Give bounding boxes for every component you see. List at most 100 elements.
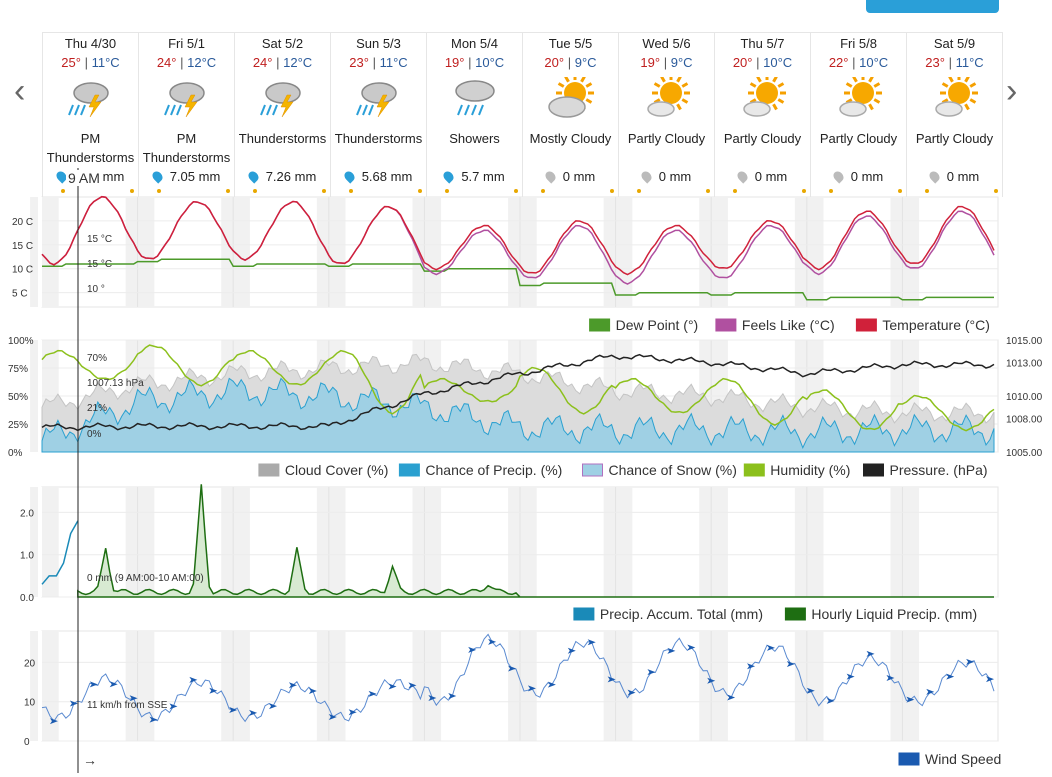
sun-markers bbox=[331, 189, 426, 193]
night-band bbox=[125, 197, 155, 307]
night-band bbox=[794, 487, 824, 597]
thunderstorm-rain-icon bbox=[61, 77, 121, 121]
legend-label: Precip. Accum. Total (mm) bbox=[600, 606, 763, 622]
chart-panel-3 bbox=[41, 486, 999, 598]
wind-direction-arrow bbox=[328, 713, 337, 720]
precip-value: 0 mm bbox=[658, 169, 692, 184]
cursor-feels-readout: 15 °C bbox=[87, 234, 112, 245]
night-band bbox=[125, 340, 155, 452]
partly-cloudy-icon bbox=[733, 74, 793, 121]
wind-direction-arrow bbox=[149, 716, 158, 723]
wind-direction-arrow bbox=[647, 669, 656, 676]
forecast-days-strip: Thu 4/30 25° | 11°C PM Thunderstorms 0.66 m… bbox=[42, 32, 1003, 197]
night-band bbox=[508, 487, 537, 597]
y-tick-label-right: 1005.00 bbox=[1006, 448, 1043, 459]
sunset-marker bbox=[610, 189, 614, 193]
day-column[interactable]: Thu 5/7 20° | 10°C Partly Cloudy 0 mm bbox=[714, 33, 810, 197]
raindrop-icon bbox=[927, 169, 942, 184]
y-tick-label: 20 C bbox=[12, 217, 33, 228]
night-band bbox=[412, 197, 442, 307]
legend-swatch bbox=[784, 607, 806, 621]
wind-direction-arrow bbox=[169, 703, 178, 710]
day-temps: 23° | 11°C bbox=[925, 55, 984, 70]
night-band bbox=[30, 197, 59, 307]
top-action-button[interactable] bbox=[866, 0, 999, 13]
sunset-marker bbox=[994, 189, 998, 193]
night-band bbox=[603, 487, 633, 597]
thunderstorm-rain-icon bbox=[349, 77, 409, 121]
precip-amount: 0 mm bbox=[523, 169, 618, 184]
y-tick-label: 10 C bbox=[12, 265, 33, 276]
day-column[interactable]: Tue 5/5 20° | 9°C Mostly Cloudy 0 mm bbox=[522, 33, 618, 197]
chart-panel-2 bbox=[41, 339, 999, 453]
day-column[interactable]: Mon 5/4 19° | 10°C Showers 5.7 mm bbox=[426, 33, 522, 197]
precip-amount: 5.68 mm bbox=[331, 169, 426, 184]
night-band bbox=[508, 340, 537, 452]
precip-amount: 0.66 mm bbox=[43, 169, 138, 184]
sun-markers bbox=[523, 189, 618, 193]
prev-arrow-icon[interactable]: ‹ bbox=[14, 72, 26, 110]
cursor-pressure-readout: 1007.13 hPa bbox=[87, 378, 144, 389]
condition-label: Partly Cloudy bbox=[819, 131, 898, 146]
wind-direction-arrow bbox=[806, 687, 815, 694]
night-band bbox=[316, 340, 346, 452]
wind-direction-arrow bbox=[69, 700, 78, 707]
legend-swatch bbox=[898, 752, 920, 766]
next-arrow-icon[interactable]: › bbox=[1006, 72, 1018, 110]
day-column[interactable]: Thu 4/30 25° | 11°C PM Thunderstorms 0.66 m… bbox=[42, 33, 138, 197]
night-band bbox=[890, 340, 920, 452]
condition-label: Partly Cloudy bbox=[723, 131, 802, 146]
day-name: Sat 5/2 bbox=[261, 36, 304, 51]
night-band bbox=[125, 487, 155, 597]
raindrop-icon bbox=[639, 169, 654, 184]
day-column[interactable]: Fri 5/1 24° | 12°C PM Thunderstorms 7.05 mm bbox=[138, 33, 234, 197]
low-temp: 11°C bbox=[955, 55, 984, 70]
wind-direction-arrow bbox=[109, 681, 118, 688]
cursor-wind-readout: 11 km/h from SSE bbox=[87, 700, 168, 711]
sunset-marker bbox=[514, 189, 518, 193]
day-column[interactable]: Sat 5/2 24° | 12°C Thunderstorms 7.26 mm bbox=[234, 33, 330, 197]
day-column[interactable]: Sun 5/3 23° | 11°C Thunderstorms 5.68 mm bbox=[330, 33, 426, 197]
day-column[interactable]: Wed 5/6 19° | 9°C Partly Cloudy 0 mm bbox=[618, 33, 714, 197]
day-name: Sat 5/9 bbox=[933, 36, 976, 51]
wind-direction-arrow bbox=[786, 660, 795, 667]
high-temp: 25° bbox=[61, 55, 81, 70]
condition-label: Partly Cloudy bbox=[627, 131, 706, 146]
wind-direction-arrow bbox=[707, 677, 716, 684]
condition-label: PM Thunderstorms bbox=[46, 131, 135, 165]
night-band bbox=[890, 487, 920, 597]
day-temps: 19° | 9°C bbox=[640, 55, 693, 70]
wind-direction-arrow bbox=[189, 676, 198, 683]
sunset-marker bbox=[418, 189, 422, 193]
legend-swatch bbox=[398, 463, 420, 477]
condition-label: Mostly Cloudy bbox=[529, 131, 612, 146]
precip-amount: 0 mm bbox=[619, 169, 714, 184]
legend-label: Pressure. (hPa) bbox=[890, 462, 988, 478]
cursor-precip-readout: 0 mm (9 AM:00-10 AM:00) bbox=[87, 573, 204, 584]
cloud-cover-area bbox=[41, 353, 995, 453]
wind-direction-arrow bbox=[986, 676, 995, 683]
legend-label: Feels Like (°C) bbox=[742, 317, 835, 333]
feels-like-line bbox=[41, 195, 995, 285]
wind-direction-arrow bbox=[607, 676, 616, 683]
humidity-line bbox=[41, 344, 995, 432]
legend-swatch bbox=[258, 463, 280, 477]
legend-swatch bbox=[573, 607, 595, 621]
night-band bbox=[30, 340, 59, 452]
wind-direction-arrow bbox=[946, 673, 955, 680]
day-column[interactable]: Sat 5/9 23° | 11°C Partly Cloudy 0 mm bbox=[906, 33, 1003, 197]
day-temps: 24° | 12°C bbox=[156, 55, 217, 70]
legend-swatch bbox=[582, 463, 603, 477]
sunrise-marker bbox=[61, 189, 65, 193]
day-column[interactable]: Fri 5/8 22° | 10°C Partly Cloudy 0 mm bbox=[810, 33, 906, 197]
night-band bbox=[508, 197, 537, 307]
precip-amount: 0 mm bbox=[907, 169, 1002, 184]
night-band bbox=[699, 631, 728, 741]
day-name: Sun 5/3 bbox=[356, 36, 401, 51]
y-tick-label: 15 C bbox=[12, 241, 33, 252]
wind-direction-arrow bbox=[448, 692, 457, 699]
high-temp: 23° bbox=[925, 55, 945, 70]
night-band bbox=[699, 487, 728, 597]
night-band bbox=[603, 340, 633, 452]
low-temp: 12°C bbox=[283, 55, 313, 70]
